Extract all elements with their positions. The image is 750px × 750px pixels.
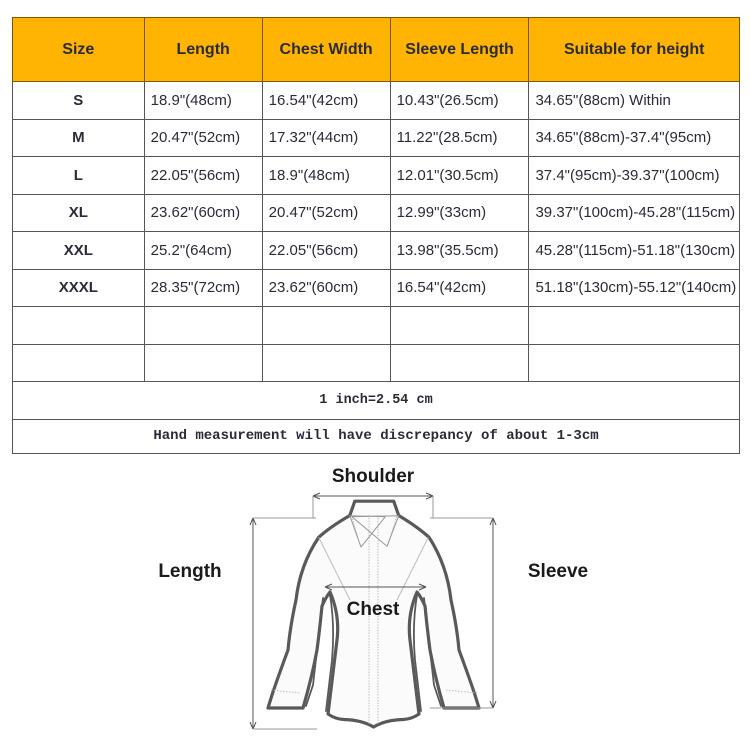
svg-text:Chest: Chest — [347, 599, 400, 620]
svg-text:Length: Length — [158, 561, 221, 582]
svg-text:Shoulder: Shoulder — [332, 466, 415, 487]
svg-text:Sleeve: Sleeve — [528, 561, 588, 582]
